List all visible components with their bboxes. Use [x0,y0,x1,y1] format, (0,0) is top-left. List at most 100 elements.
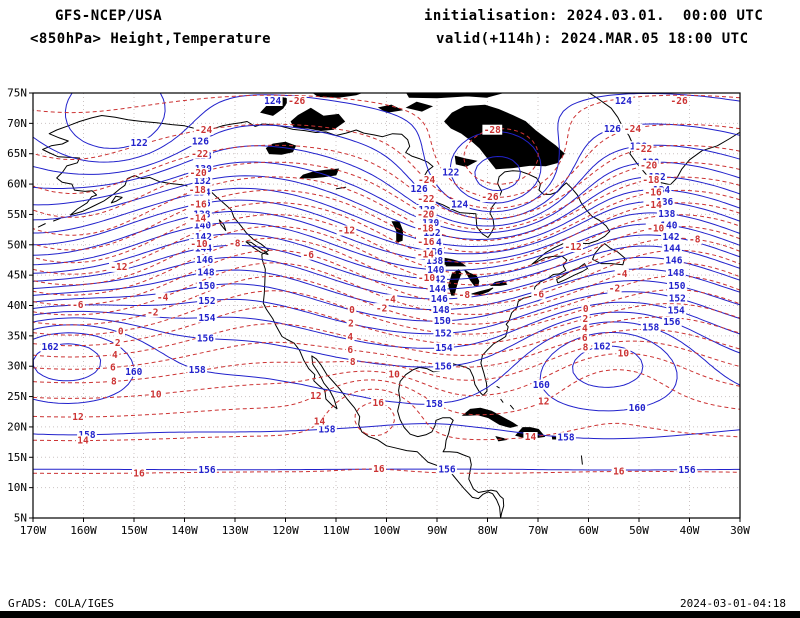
svg-text:142: 142 [662,232,679,243]
coastline-layer [37,92,740,519]
svg-text:8: 8 [583,343,589,354]
svg-text:156: 156 [663,317,680,328]
svg-text:-26: -26 [481,192,498,203]
svg-text:0: 0 [118,326,124,337]
contour-labels-layer: 1221221241241241261261261281281281301301… [40,96,702,479]
svg-text:148: 148 [433,305,450,316]
svg-text:-6: -6 [302,250,314,261]
lon-tick-label: 40W [680,524,700,537]
svg-text:12: 12 [72,412,83,423]
svg-text:132: 132 [194,176,211,187]
bottom-bar [0,611,800,618]
svg-text:136: 136 [656,197,673,208]
lat-tick-label: 65N [7,147,27,160]
lat-tick-label: 25N [7,390,27,403]
svg-text:14: 14 [77,436,89,447]
svg-text:-2: -2 [376,303,387,314]
svg-text:-26: -26 [288,96,305,107]
lon-tick-label: 90W [427,524,447,537]
lon-tick-label: 110W [323,524,350,537]
lat-tick-label: 5N [14,512,27,525]
svg-text:138: 138 [658,209,675,220]
svg-text:10: 10 [618,349,630,360]
lat-tick-label: 20N [7,420,27,433]
svg-text:160: 160 [629,403,646,414]
init-time-label: initialisation: 2024.03.01. 00:00 UTC [424,8,764,24]
svg-text:-24: -24 [624,124,641,135]
svg-text:146: 146 [665,256,682,267]
svg-text:-22: -22 [191,149,208,160]
svg-text:138: 138 [426,256,443,267]
svg-text:158: 158 [557,432,574,443]
svg-text:124: 124 [451,199,468,210]
svg-text:132: 132 [423,228,440,239]
svg-text:-4: -4 [384,295,396,306]
lat-tick-label: 10N [7,481,27,494]
svg-text:-18: -18 [642,175,659,186]
lat-tick-label: 55N [7,208,27,221]
svg-text:148: 148 [667,268,684,279]
svg-text:126: 126 [192,136,209,147]
lat-tick-label: 30N [7,360,27,373]
svg-text:4: 4 [347,332,353,343]
product-title: <850hPa> Height,Temperature [30,31,272,47]
svg-text:4: 4 [582,323,588,334]
svg-text:16: 16 [373,464,385,475]
svg-text:-18: -18 [189,185,206,196]
svg-text:158: 158 [642,323,659,334]
svg-text:-20: -20 [417,209,434,220]
svg-text:154: 154 [198,313,215,324]
svg-text:-14: -14 [417,250,434,261]
svg-text:156: 156 [438,464,455,475]
svg-text:-24: -24 [418,175,435,186]
svg-text:146: 146 [431,294,448,305]
svg-text:8: 8 [350,357,356,368]
svg-text:158: 158 [426,399,443,410]
svg-text:0: 0 [583,304,589,315]
lat-tick-label: 70N [7,117,27,130]
svg-text:124: 124 [264,96,281,107]
svg-text:-24: -24 [195,125,212,136]
axis-layer: 75N70N65N60N55N50N45N40N35N30N25N20N15N1… [7,87,750,538]
svg-text:6: 6 [347,345,353,356]
svg-text:142: 142 [195,232,212,243]
svg-text:156: 156 [678,465,695,476]
svg-text:-28: -28 [484,125,501,136]
svg-text:-16: -16 [190,200,207,211]
svg-text:154: 154 [435,343,452,354]
svg-text:150: 150 [668,281,685,292]
svg-text:156: 156 [198,465,215,476]
svg-text:144: 144 [429,284,446,295]
lon-tick-label: 160W [70,524,97,537]
svg-text:140: 140 [194,221,211,232]
svg-text:-6: -6 [533,290,545,301]
svg-text:16: 16 [133,468,145,479]
svg-text:-2: -2 [147,308,158,319]
svg-text:-10: -10 [418,273,435,284]
svg-text:-20: -20 [640,160,657,171]
svg-text:-6: -6 [72,300,84,311]
valid-time-label: valid(+114h): 2024.MAR.05 18:00 UTC [436,31,749,47]
svg-text:152: 152 [435,329,452,340]
lon-tick-label: 120W [272,524,299,537]
svg-text:14: 14 [525,432,537,443]
lon-tick-label: 170W [20,524,47,537]
svg-text:-22: -22 [635,144,652,155]
lat-tick-label: 45N [7,269,27,282]
svg-text:12: 12 [310,391,321,402]
svg-text:-10: -10 [190,239,207,250]
svg-text:10: 10 [150,389,162,400]
svg-text:158: 158 [189,365,206,376]
svg-text:4: 4 [112,350,118,361]
lat-tick-label: 50N [7,238,27,251]
svg-text:140: 140 [427,265,444,276]
svg-text:150: 150 [198,281,215,292]
svg-text:16: 16 [613,467,625,478]
svg-text:-20: -20 [190,168,207,179]
svg-text:-2: -2 [609,284,620,295]
svg-text:14: 14 [314,417,326,428]
svg-text:160: 160 [125,367,142,378]
svg-text:152: 152 [669,293,686,304]
svg-text:156: 156 [197,334,214,345]
svg-text:2: 2 [348,319,354,330]
